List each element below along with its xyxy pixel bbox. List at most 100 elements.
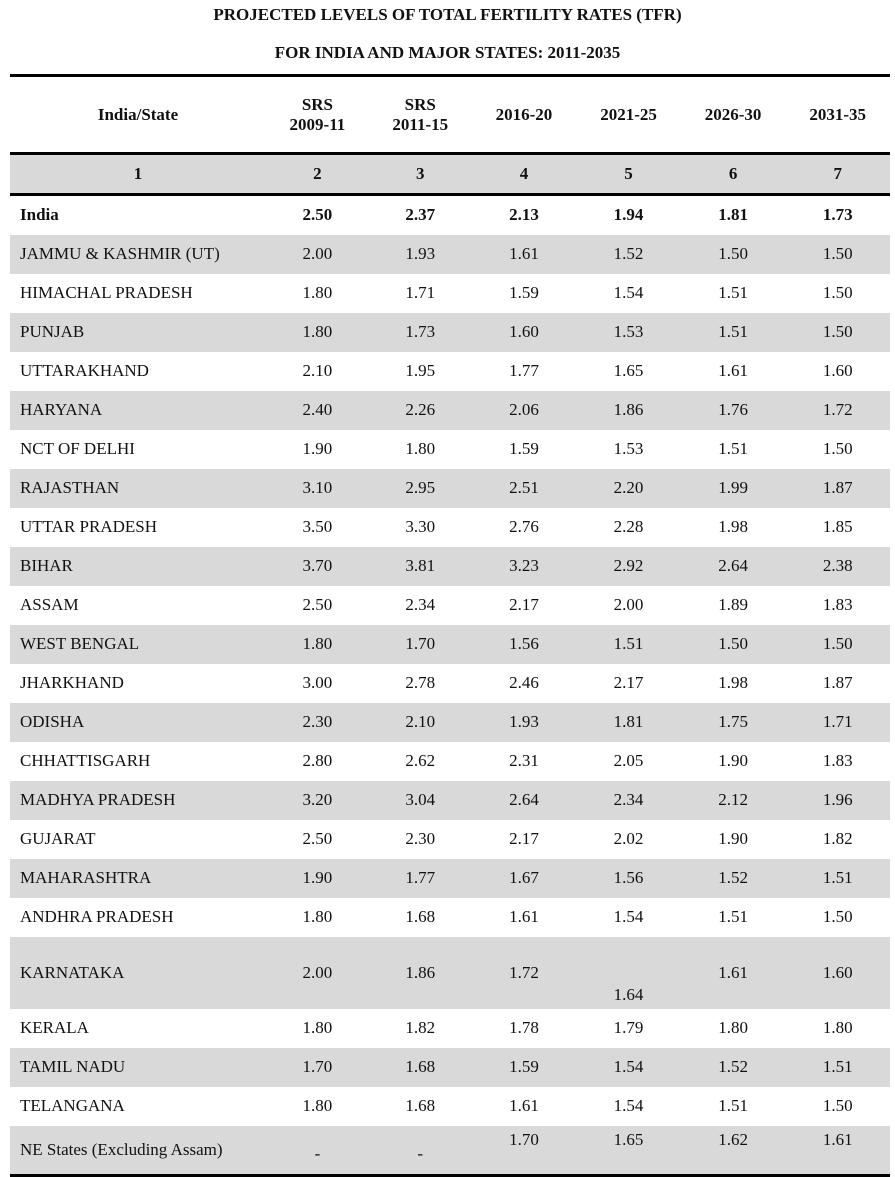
table-row: NCT OF DELHI 1.90 1.80 1.59 1.53 1.51 1.50 (10, 430, 890, 469)
tfr-value-cell: 1.64 (613, 984, 644, 1004)
state-name-cell: ANDHRA PRADESH (20, 907, 174, 926)
tfr-value-cell: 1.83 (822, 751, 853, 770)
table-row: BIHAR 3.70 3.81 3.23 2.92 2.64 2.38 (10, 546, 890, 586)
tfr-value-cell: 1.60 (822, 962, 853, 982)
table-row: GUJARAT 2.50 2.30 2.17 2.02 1.90 1.82 (10, 820, 890, 859)
tfr-value-cell: 1.80 (302, 322, 333, 341)
tfr-value-cell: 1.96 (822, 790, 853, 809)
tfr-value-cell: 1.61 (718, 962, 748, 982)
header-row: India/State SRS 2009-11 SRS 2011-15 2016-20 20… (10, 75, 890, 154)
tfr-value-cell: 1.70 (405, 634, 436, 653)
column-header-state: India/State (10, 76, 266, 154)
header-line-1: 2026-30 (704, 104, 762, 124)
tfr-value-cell: 1.61 (509, 907, 539, 926)
state-name-cell: TAMIL NADU (20, 1057, 126, 1076)
tfr-value-cell: 1.51 (718, 322, 748, 341)
tfr-value-cell: 1.93 (405, 244, 436, 263)
tfr-value-cell: 1.60 (509, 322, 539, 341)
tfr-value-cell: 1.62 (718, 1129, 748, 1149)
tfr-value-cell: 1.61 (718, 361, 748, 380)
tfr-value-cell: 2.17 (509, 595, 539, 614)
tfr-value-cell: 2.30 (405, 829, 436, 848)
tfr-value-cell: 1.72 (822, 400, 853, 419)
tfr-value-cell: 3.23 (509, 556, 539, 575)
table-row: HIMACHAL PRADESH 1.80 1.71 1.59 1.54 1.51 1.50 (10, 274, 890, 313)
tfr-value-cell: 1.73 (405, 322, 436, 341)
header-line-1: SRS (301, 94, 334, 114)
tfr-value-cell: 1.60 (822, 361, 853, 380)
table-title-line-1: PROJECTED LEVELS OF TOTAL FERTILITY RATE… (213, 5, 682, 24)
header-line-2: 2011-15 (392, 114, 449, 134)
tfr-value-cell: 1.73 (822, 205, 853, 225)
tfr-value-cell: 2.10 (405, 712, 436, 731)
tfr-value-cell: 2.02 (613, 829, 644, 848)
tfr-value-cell: 1.50 (718, 634, 748, 653)
table-row: MADHYA PRADESH 3.20 3.04 2.64 2.34 2.12 1.96 (10, 780, 890, 820)
tfr-value-cell: 1.87 (822, 478, 853, 497)
tfr-value-cell: 1.50 (822, 439, 853, 458)
state-name-cell: KARNATAKA (20, 962, 125, 982)
tfr-value-cell: 2.31 (509, 751, 539, 770)
tfr-value-cell: 3.50 (302, 517, 333, 536)
tfr-value-cell: 1.61 (509, 244, 539, 263)
tfr-value-cell: 1.80 (405, 439, 436, 458)
tfr-value-cell: 1.87 (822, 673, 853, 692)
tfr-value-cell: 3.30 (405, 517, 436, 536)
tfr-value-cell: 1.80 (302, 1018, 333, 1037)
tfr-value-cell: 1.56 (613, 868, 644, 887)
column-number: 1 (133, 164, 143, 183)
tfr-value-cell: 1.54 (613, 1096, 644, 1115)
tfr-value-cell: 1.80 (302, 634, 333, 653)
header-line-1: 2021-25 (600, 104, 657, 124)
state-name-cell: TELANGANA (20, 1096, 125, 1115)
tfr-value-cell: 2.64 (509, 790, 539, 809)
tfr-value-cell: 1.51 (718, 1096, 748, 1115)
tfr-value-cell: 3.10 (302, 478, 333, 497)
tfr-value-cell: 2.06 (509, 400, 539, 419)
tfr-value-cell: 2.50 (302, 829, 333, 848)
header-line-1: 2016-20 (495, 104, 553, 124)
tfr-value-cell: 1.76 (718, 400, 748, 419)
tfr-value-cell: 2.30 (302, 712, 333, 731)
table-row: JHARKHAND 3.00 2.78 2.46 2.17 1.98 1.87 (10, 664, 890, 703)
tfr-value-cell: 1.54 (613, 907, 644, 926)
tfr-value-cell: 1.50 (718, 244, 748, 263)
tfr-value-cell: 2.80 (302, 751, 333, 770)
tfr-value-cell: 1.68 (405, 907, 436, 926)
state-name-cell: India (20, 205, 59, 225)
tfr-value-cell: 1.54 (613, 283, 644, 302)
tfr-value-cell: 1.54 (613, 1057, 644, 1076)
table-row: RAJASTHAN 3.10 2.95 2.51 2.20 1.99 1.87 (10, 468, 890, 508)
table-row: TAMIL NADU 1.70 1.68 1.59 1.54 1.52 1.51 (10, 1047, 890, 1087)
tfr-value-cell: 2.00 (613, 595, 644, 614)
tfr-value-cell: 2.64 (718, 556, 748, 575)
tfr-value-cell: 2.28 (613, 517, 644, 536)
table-row: KERALA 1.80 1.82 1.78 1.79 1.80 1.80 (10, 1009, 890, 1048)
tfr-value-cell: 1.59 (509, 439, 539, 458)
tfr-value-cell: 1.79 (613, 1018, 644, 1037)
tfr-value-cell: 1.51 (822, 1057, 853, 1076)
tfr-value-cell: 1.67 (509, 868, 539, 887)
tfr-value-cell: 1.51 (718, 283, 748, 302)
table-row: CHHATTISGARH 2.80 2.62 2.31 2.05 1.90 1.83 (10, 742, 890, 781)
tfr-value-cell: 1.50 (822, 1096, 853, 1115)
column-number: 2 (313, 164, 322, 183)
tfr-value-cell: 1.56 (509, 634, 539, 653)
tfr-value-cell: 1.71 (405, 283, 436, 302)
column-number: 3 (416, 164, 425, 183)
tfr-value-cell: 1.51 (718, 907, 748, 926)
tfr-value-cell: 1.81 (613, 712, 644, 731)
tfr-value-cell: 1.80 (822, 1018, 853, 1037)
tfr-value-cell: 2.26 (405, 400, 436, 419)
tfr-value-cell: 1.51 (718, 439, 748, 458)
tfr-value-cell: 1.75 (718, 712, 748, 731)
tfr-value-cell: 1.50 (822, 322, 853, 341)
tfr-value-cell: 1.82 (405, 1018, 436, 1037)
table-row: ODISHA 2.30 2.10 1.93 1.81 1.75 1.71 (10, 702, 890, 742)
table-row: WEST BENGAL 1.80 1.70 1.56 1.51 1.50 1.50 (10, 624, 890, 664)
table-row: UTTAR PRADESH 3.50 3.30 2.76 2.28 1.98 1.85 (10, 508, 890, 547)
tfr-value-cell: 1.86 (405, 962, 436, 982)
tfr-value-cell: 2.05 (613, 751, 644, 770)
state-name-cell: BIHAR (20, 556, 73, 575)
tfr-value-cell: 2.76 (509, 517, 539, 536)
